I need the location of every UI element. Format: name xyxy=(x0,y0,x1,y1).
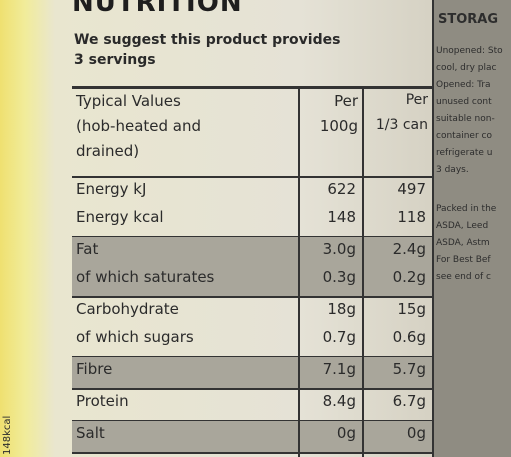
value-per100g: 8.4g xyxy=(322,392,356,410)
head-per-serving: Per xyxy=(405,92,428,108)
rule xyxy=(72,452,432,454)
row-label: Salt xyxy=(76,424,105,442)
head-per100g: 100g xyxy=(319,117,358,135)
row-label: Protein xyxy=(76,392,129,410)
row-label: Fat xyxy=(76,240,99,258)
column-rule xyxy=(362,88,364,457)
head-per100g: Per xyxy=(334,92,358,110)
value-per-serving: 497 xyxy=(397,180,426,198)
side-panel: STORAG Unopened: Sto cool, dry plac Opened:… xyxy=(432,0,511,457)
value-per-serving: 118 xyxy=(397,208,426,226)
side-line: container co xyxy=(436,131,492,141)
side-line: refrigerate u xyxy=(436,148,493,158)
intro-line: We suggest this product provides xyxy=(74,32,341,48)
side-line: suitable non- xyxy=(436,114,495,124)
value-per-serving: 0.2g xyxy=(392,268,426,286)
rule xyxy=(72,86,432,89)
rule xyxy=(72,176,432,178)
value-per100g: 0.7g xyxy=(322,328,356,346)
side-line: Packed in the xyxy=(436,204,497,214)
row-label: of which sugars xyxy=(76,328,194,346)
value-per-serving: 0g xyxy=(406,424,426,442)
side-line: cool, dry plac xyxy=(436,63,497,73)
row-shade xyxy=(72,357,432,389)
side-line: 3 days. xyxy=(436,165,469,175)
value-per100g: 622 xyxy=(327,180,356,198)
value-per-serving: 6.7g xyxy=(392,392,426,410)
row-label: Carbohydrate xyxy=(76,300,179,318)
value-per-serving: 2.4g xyxy=(392,240,426,258)
value-per-serving: 5.7g xyxy=(392,360,426,378)
row-shade xyxy=(72,237,432,297)
value-per-serving: 0.6g xyxy=(392,328,426,346)
rule xyxy=(72,388,432,390)
side-line: Unopened: Sto xyxy=(436,46,503,56)
side-line: For Best Bef xyxy=(436,255,491,265)
head-label: drained) xyxy=(76,142,140,160)
value-per100g: 7.1g xyxy=(322,360,356,378)
value-per100g: 3.0g xyxy=(322,240,356,258)
value-per100g: 0g xyxy=(336,424,356,442)
side-line: see end of c xyxy=(436,272,491,282)
value-per100g: 0.3g xyxy=(322,268,356,286)
rule xyxy=(72,296,432,298)
rule xyxy=(72,236,432,238)
value-per100g: 18g xyxy=(327,300,356,318)
edge-text: 148kcal xyxy=(2,415,13,455)
intro-line: 3 servings xyxy=(74,52,156,68)
rule xyxy=(72,356,432,358)
row-shade xyxy=(72,421,432,453)
row-label: of which saturates xyxy=(76,268,215,286)
title: NUTRITION xyxy=(72,0,243,18)
column-rule xyxy=(432,0,434,457)
rule xyxy=(72,420,432,422)
value-per100g: 148 xyxy=(327,208,356,226)
head-label: (hob-heated and xyxy=(76,117,202,135)
side-line: ASDA, Leed xyxy=(436,221,489,231)
side-line: unused cont xyxy=(436,97,492,107)
side-title: STORAG xyxy=(438,12,499,27)
row-label: Fibre xyxy=(76,360,113,378)
head-label: Typical Values xyxy=(76,92,181,110)
side-line: ASDA, Astm xyxy=(436,238,490,248)
column-rule xyxy=(298,88,300,457)
side-line: Opened: Tra xyxy=(436,80,491,90)
row-label: Energy kJ xyxy=(76,180,147,198)
row-label: Energy kcal xyxy=(76,208,164,226)
head-per-serving: 1/3 can xyxy=(375,117,428,133)
value-per-serving: 15g xyxy=(397,300,426,318)
